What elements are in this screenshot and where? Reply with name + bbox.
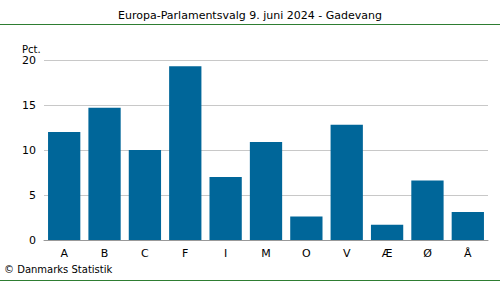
svg-text:Æ: Æ — [382, 247, 393, 260]
svg-text:A: A — [60, 247, 68, 260]
svg-text:C: C — [141, 247, 149, 260]
svg-text:Europa-Parlamentsvalg 9. juni: Europa-Parlamentsvalg 9. juni 2024 - Gad… — [118, 9, 382, 22]
svg-text:Ø: Ø — [423, 247, 432, 260]
svg-text:Å: Å — [464, 247, 472, 260]
svg-text:10: 10 — [22, 144, 36, 157]
svg-text:15: 15 — [22, 99, 36, 112]
svg-text:V: V — [343, 247, 351, 260]
svg-text:5: 5 — [29, 189, 36, 202]
svg-text:I: I — [224, 247, 227, 260]
svg-text:20: 20 — [22, 54, 36, 67]
svg-text:B: B — [101, 247, 109, 260]
svg-text:© Danmarks Statistik: © Danmarks Statistik — [4, 264, 113, 275]
svg-text:Pct.: Pct. — [22, 43, 41, 55]
svg-text:F: F — [182, 247, 188, 260]
svg-text:0: 0 — [29, 234, 36, 247]
svg-text:M: M — [261, 247, 271, 260]
svg-text:O: O — [302, 247, 311, 260]
